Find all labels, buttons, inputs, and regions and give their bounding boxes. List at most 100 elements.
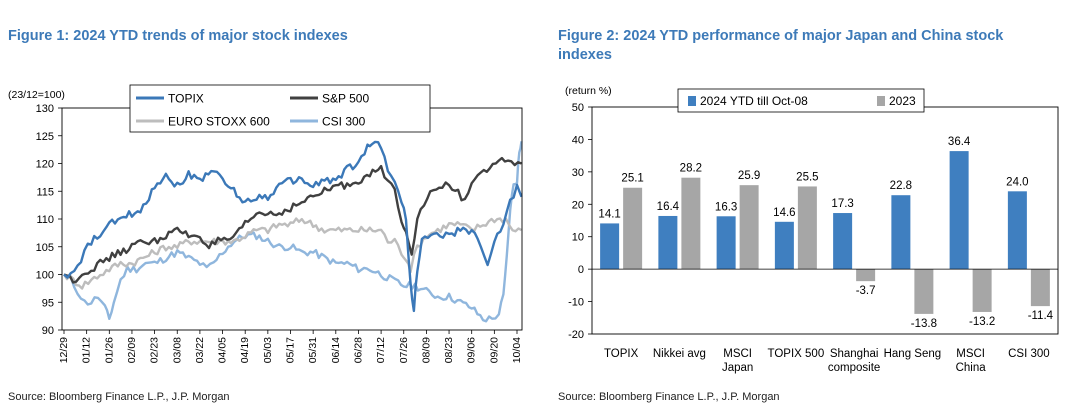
fig1-xtick-label: 08/09 [420,337,432,363]
fig2-data-label-2024: 16.3 [715,201,737,213]
fig1-xtick-label: 02/23 [149,337,161,363]
fig1-xtick-label: 05/31 [307,337,319,363]
figure2-title: Figure 2: 2024 YTD performance of major … [558,28,1004,63]
fig2-ytick-label: 50 [572,102,584,114]
fig2-ytick-label: 40 [572,134,584,146]
fig2-category-label: MSCI [956,348,985,360]
fig2-bar-2023 [623,187,643,270]
fig1-legend-label-s-p-500: S&P 500 [322,92,369,106]
fig1-ytick-label: 90 [42,325,54,337]
fig1-legend-box [129,84,431,133]
fig2-category-label: Nikkei avg [653,348,706,360]
fig1-xtick-label: 04/19 [239,337,251,363]
fig2-bar-2023 [681,177,701,270]
fig2-data-label-2024: 17.3 [831,198,853,210]
fig2-data-label-2023: 25.1 [621,173,643,185]
fig2-ytick-label: 30 [572,167,584,179]
fig1-xtick-label: 05/03 [262,337,274,363]
fig1-xtick-label: 09/20 [488,337,500,363]
fig1-ytick-label: 95 [42,297,54,309]
fig2-legend-box [677,88,925,113]
fig1-ytick-label: 110 [36,214,54,226]
figure2-source: Source: Bloomberg Finance L.P., J.P. Mor… [558,391,780,403]
fig2-data-label-2024: 14.1 [598,208,620,220]
fig2-data-label-2023: -11.4 [1028,310,1054,322]
fig2-bar-2024 [949,151,969,270]
fig1-ytick-label: 115 [36,186,54,198]
fig2-category-label: TOPIX 500 [768,348,825,360]
fig2-category-label: composite [828,362,880,374]
figure1-title: Figure 1: 2024 YTD trends of major stock… [8,28,348,44]
fig2-data-label-2024: 24.0 [1006,176,1028,188]
fig1-xtick-label: 06/14 [330,337,342,363]
fig2-bar-2024 [716,216,736,270]
fig1-xtick-label: 03/08 [171,337,183,363]
fig2-category-label: Japan [722,362,753,374]
fig2-bar-2023 [1030,269,1050,307]
fig1-xtick-label: 01/12 [81,337,93,363]
fig2-ytick-label: 0 [578,264,584,276]
fig2-data-label-2023: 28.2 [680,163,702,175]
fig2-data-label-2023: -3.7 [856,285,876,297]
fig1-xtick-label: 09/06 [466,337,478,363]
fig2-data-label-2024: 14.6 [773,207,795,219]
fig1-xtick-label: 02/09 [126,337,138,363]
fig2-data-label-2023: 25.9 [738,170,760,182]
fig2-bar-2024 [658,215,678,270]
fig2-bar-2023 [972,269,992,312]
fig1-xtick-label: 01/26 [103,337,115,363]
fig1-ytick-label: 100 [36,270,54,282]
fig2-category-label: CSI 300 [1008,348,1050,360]
fig2-bar-2024 [833,213,853,270]
fig2-ytick-label: 20 [572,199,584,211]
fig2-data-label-2023: -13.2 [969,316,995,328]
fig1-xtick-label: 06/28 [352,337,364,363]
fig1-xtick-label: 12/29 [58,337,70,363]
fig1-series-csi-300 [63,141,523,323]
fig1-xtick-label: 07/12 [375,337,387,363]
fig2-data-label-2024: 36.4 [948,136,971,148]
fig2-ytick-label: 10 [572,232,584,244]
fig2-category-label: MSCI [723,348,752,360]
fig2-category-label: Shanghai [830,348,879,360]
fig2-data-label-2023: -13.8 [911,318,937,330]
fig1-legend-label-euro-stoxx-600: EURO STOXX 600 [168,115,270,129]
fig2-bar-2023 [914,269,934,314]
fig2-bar-2023 [856,269,876,282]
fig1-series-euro-stoxx-600 [62,217,523,290]
fig1-xtick-label: 07/26 [398,337,410,363]
fig2-legend-label-2023: 2023 [889,94,916,108]
fig2-bar-2024 [600,223,620,270]
fig1-legend-label-topix: TOPIX [168,92,204,106]
figure1-source: Source: Bloomberg Finance L.P., J.P. Mor… [8,391,230,403]
fig2-legend-swatch-2024 [688,96,696,106]
fig2-data-label-2023: 25.5 [796,171,818,183]
fig1-legend-label-csi-300: CSI 300 [322,115,366,129]
fig2-ytick-label: -20 [568,329,584,341]
fig2-legend-swatch-2023 [877,96,885,106]
fig1-ytick-label: 120 [36,159,54,171]
fig2-data-label-2024: 22.8 [890,180,912,192]
fig2-category-label: China [956,362,987,374]
fig1-series-topix [63,140,523,313]
fig2-category-label: Hang Seng [884,348,942,360]
fig1-ytick-label: 105 [36,242,54,254]
fig2-category-label: TOPIX [604,348,639,360]
fig1-ytick-label: 130 [36,103,54,115]
fig2-legend-label-2024: 2024 YTD till Oct-08 [700,94,808,108]
fig1-xtick-label: 04/05 [217,337,229,363]
fig1-xtick-label: 10/04 [511,337,523,363]
fig2-ytick-label: -10 [568,297,584,309]
fig2-bar-2024 [891,195,911,270]
fig2-bar-2023 [797,186,817,270]
fig2-bar-2024 [1007,191,1027,270]
fig2-data-label-2024: 16.4 [657,201,680,213]
fig1-xtick-label: 05/17 [285,337,297,363]
fig1-ytick-label: 125 [36,131,54,143]
fig2-bar-2024 [774,221,794,270]
fig1-xtick-label: 08/23 [443,337,455,363]
fig1-ylabel: (23/12=100) [8,89,65,101]
fig1-xtick-label: 03/22 [194,337,206,363]
